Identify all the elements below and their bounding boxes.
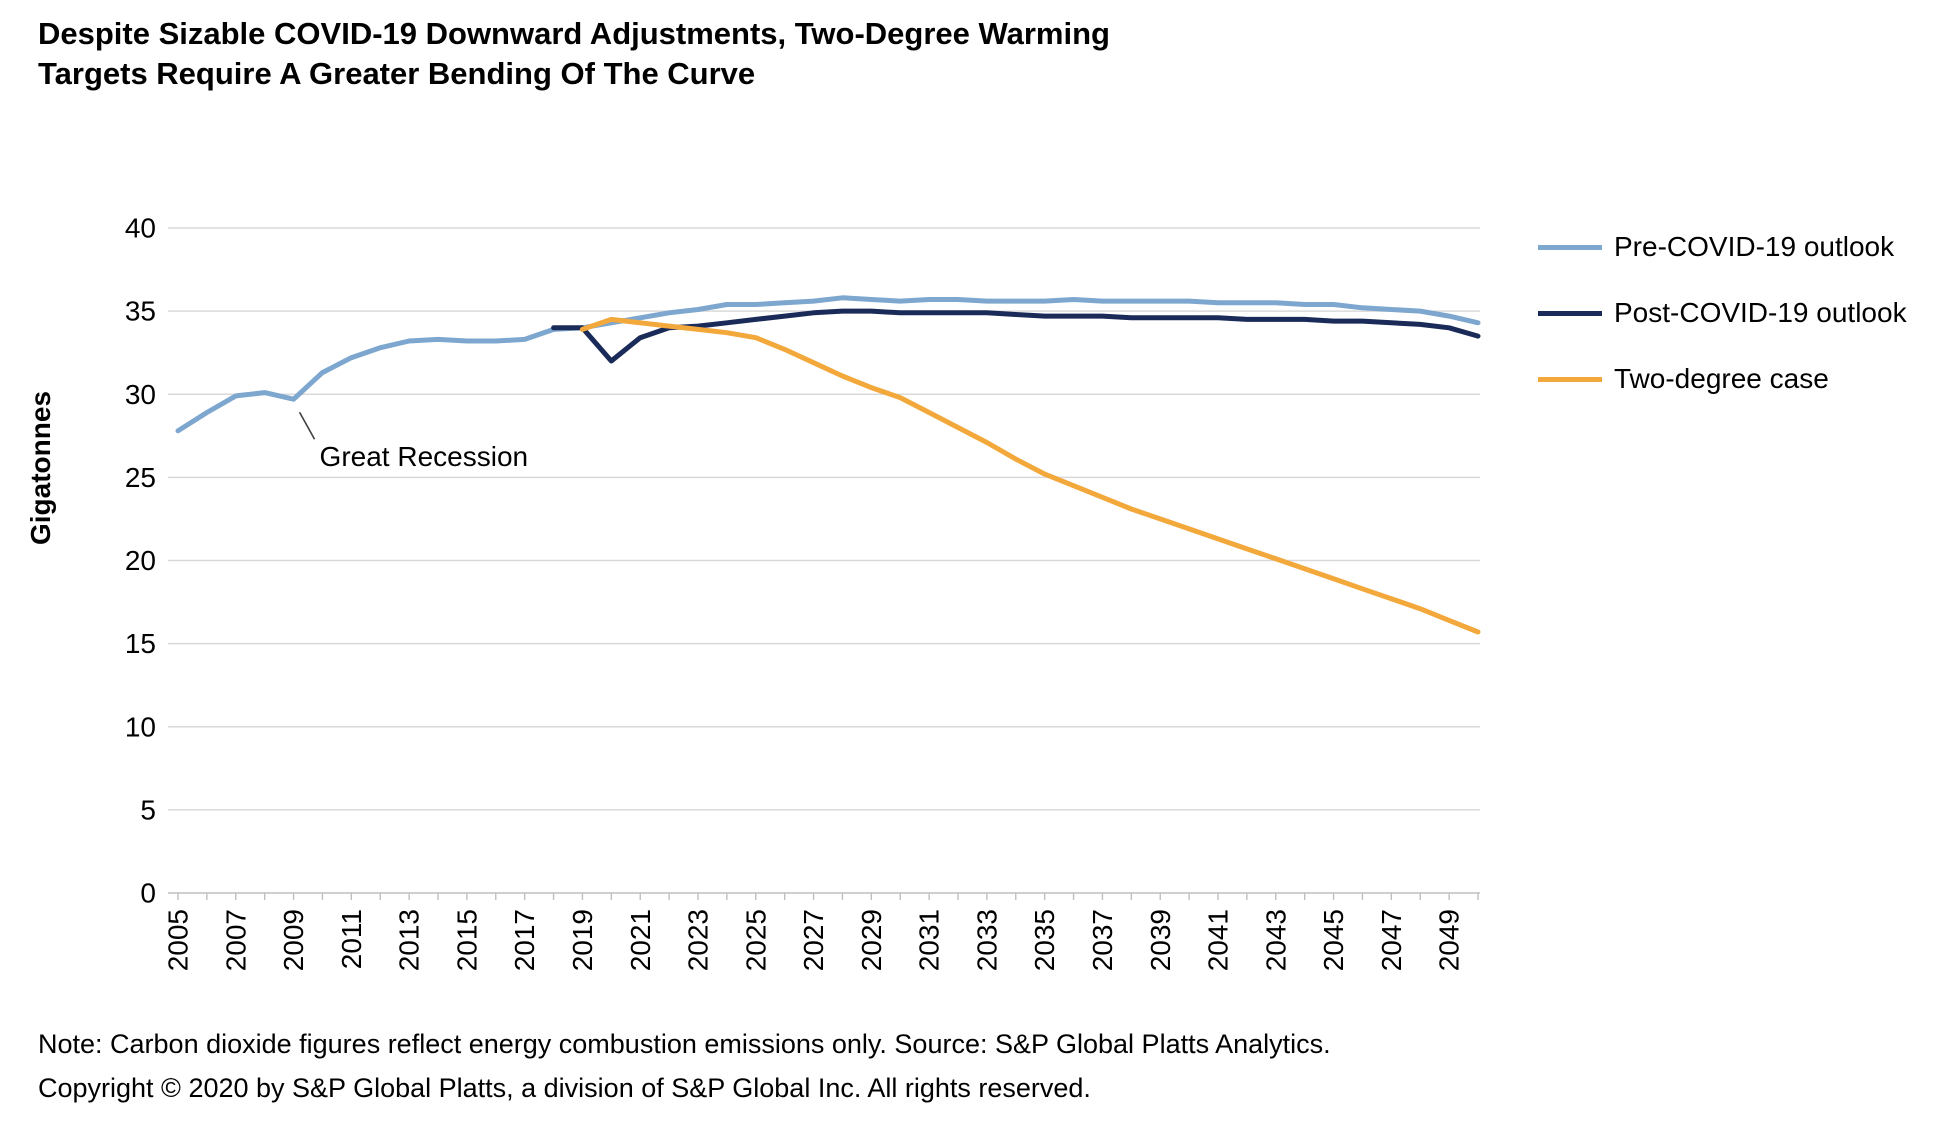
post-covid-line-swatch [1538, 310, 1602, 316]
note-text: Note: Carbon dioxide figures reflect ene… [38, 1029, 1331, 1059]
svg-text:2033: 2033 [971, 909, 1002, 971]
svg-text:2011: 2011 [336, 909, 367, 969]
legend-label-pre-covid: Pre-COVID-19 outlook [1614, 231, 1895, 262]
svg-text:2037: 2037 [1087, 909, 1118, 971]
svg-text:2041: 2041 [1203, 909, 1234, 971]
svg-text:35: 35 [125, 296, 156, 327]
svg-text:Gigatonnes: Gigatonnes [25, 391, 56, 545]
svg-text:2005: 2005 [163, 909, 194, 971]
svg-text:2029: 2029 [856, 909, 887, 971]
svg-text:5: 5 [140, 794, 156, 825]
svg-text:2045: 2045 [1318, 909, 1349, 971]
svg-text:0: 0 [140, 878, 156, 909]
svg-text:30: 30 [125, 379, 156, 410]
svg-text:25: 25 [125, 462, 156, 493]
svg-text:2027: 2027 [798, 909, 829, 971]
svg-text:2039: 2039 [1145, 909, 1176, 971]
legend-item-two-degree: Two-degree case [1538, 358, 1907, 400]
svg-text:40: 40 [125, 213, 156, 244]
pre-covid-line-swatch [1538, 244, 1602, 250]
svg-text:2021: 2021 [625, 909, 656, 971]
svg-text:2017: 2017 [509, 909, 540, 971]
legend: Pre-COVID-19 outlook Post-COVID-19 outlo… [1538, 226, 1907, 424]
svg-text:2047: 2047 [1376, 909, 1407, 971]
legend-item-pre-covid: Pre-COVID-19 outlook [1538, 226, 1907, 268]
svg-text:2009: 2009 [278, 909, 309, 971]
svg-text:2025: 2025 [740, 909, 771, 971]
legend-label-post-covid: Post-COVID-19 outlook [1614, 297, 1907, 328]
svg-text:2015: 2015 [451, 909, 482, 971]
svg-text:2049: 2049 [1434, 909, 1465, 971]
svg-text:2007: 2007 [220, 909, 251, 971]
svg-text:20: 20 [125, 545, 156, 576]
svg-text:2043: 2043 [1260, 909, 1291, 971]
copyright-text: Copyright © 2020 by S&P Global Platts, a… [38, 1073, 1091, 1103]
footer-notes: Note: Carbon dioxide figures reflect ene… [38, 1022, 1331, 1110]
legend-item-post-covid: Post-COVID-19 outlook [1538, 292, 1907, 334]
svg-text:15: 15 [125, 628, 156, 659]
chart-title: Despite Sizable COVID-19 Downward Adjust… [38, 16, 1110, 92]
svg-text:2035: 2035 [1029, 909, 1060, 971]
two-degree-line-swatch [1538, 376, 1602, 382]
svg-text:2013: 2013 [394, 909, 425, 971]
svg-text:Great Recession: Great Recession [320, 441, 529, 472]
svg-text:10: 10 [125, 711, 156, 742]
svg-text:2023: 2023 [683, 909, 714, 971]
legend-label-two-degree: Two-degree case [1614, 363, 1829, 394]
svg-text:2019: 2019 [567, 909, 598, 971]
svg-text:2031: 2031 [914, 909, 945, 971]
